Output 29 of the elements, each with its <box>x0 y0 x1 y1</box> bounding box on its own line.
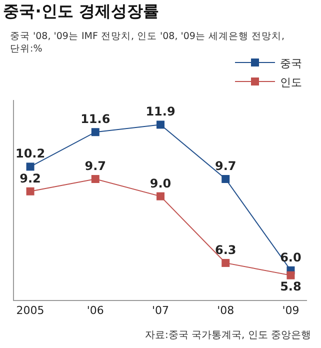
point <box>286 271 295 280</box>
x-tick-label: '09 <box>282 304 300 318</box>
data-label: 9.7 <box>214 159 236 174</box>
data-label: 5.8 <box>280 279 302 294</box>
point <box>26 187 34 196</box>
chart-subtitle: 중국 '08, '09는 IMF 전망치, 인도 '08, '09는 세계은행 전망치, 단위:% <box>10 31 285 54</box>
text: 자료:중국 국가통계국, 인도 중앙은행 <box>145 330 312 341</box>
data-label: 11.9 <box>146 104 176 119</box>
data-label: 11.6 <box>80 112 110 126</box>
data-label: 9.0 <box>150 176 172 190</box>
point <box>156 120 164 129</box>
data-label: 6.0 <box>280 250 302 264</box>
x-tick-label: 2005 <box>16 304 44 318</box>
point <box>156 192 164 200</box>
data-label: 9.2 <box>20 171 41 186</box>
point <box>26 162 34 171</box>
x-tick-label: '06 <box>86 304 104 318</box>
point <box>91 175 100 184</box>
data-label: 6.3 <box>214 242 236 257</box>
point <box>222 258 230 267</box>
data-label: 10.2 <box>15 146 46 161</box>
point <box>222 175 230 184</box>
x-tick-label: '08 <box>217 304 234 318</box>
x-tick-label: '07 <box>152 304 170 318</box>
legend-label: 중국 <box>280 56 302 70</box>
data-label: 9.7 <box>84 159 106 174</box>
point <box>91 128 100 136</box>
chart-title: 중국·인도 경제성장률 <box>3 1 159 20</box>
legend-label: 인도 <box>280 76 302 89</box>
